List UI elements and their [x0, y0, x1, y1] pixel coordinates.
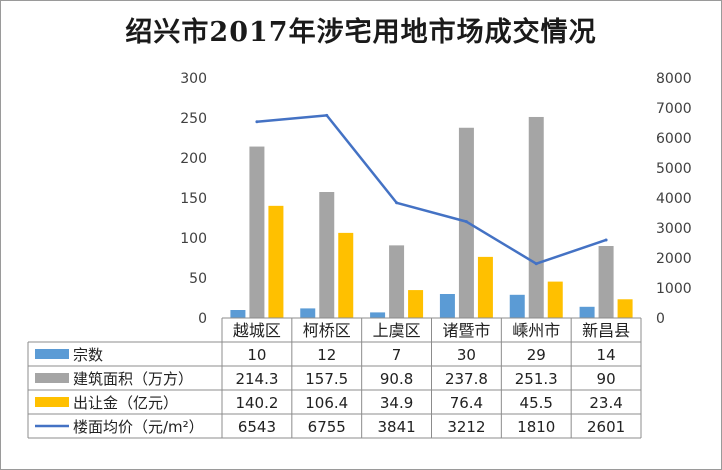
category-label: 上虞区 [373, 321, 421, 340]
line-point [395, 201, 399, 205]
y-right-tick-label: 3000 [656, 221, 692, 237]
bar-1-1 [230, 310, 246, 318]
bar-1-6 [579, 306, 595, 318]
bar-3-1 [268, 205, 284, 318]
data-label: 7 [392, 346, 402, 364]
data-label: 12 [317, 346, 336, 364]
bar-2-6 [598, 246, 614, 318]
bar-2-1 [249, 146, 265, 318]
line-point [604, 238, 608, 242]
data-label: 214.3 [235, 370, 278, 388]
y-right-tick-label: 2000 [656, 251, 692, 267]
y-right-tick-label: 7000 [656, 101, 692, 117]
bar-3-5 [547, 281, 563, 318]
line-point [255, 120, 259, 124]
y-right-tick-label: 4000 [656, 191, 692, 207]
bar-1-2 [300, 308, 316, 318]
bar-3-6 [617, 299, 633, 318]
data-label: 90.8 [380, 370, 413, 388]
data-label: 6755 [308, 418, 346, 436]
data-label: 76.4 [450, 394, 483, 412]
data-label: 3841 [377, 418, 415, 436]
data-label: 2601 [587, 418, 625, 436]
series-name: 楼面均价（元/m²） [73, 418, 204, 436]
bar-1-5 [509, 294, 525, 318]
series-name: 建筑面积（万方） [73, 370, 193, 388]
data-label: 34.9 [380, 394, 413, 412]
line-point [325, 113, 329, 117]
category-label: 诸暨市 [442, 321, 490, 340]
legend-swatch [35, 397, 69, 407]
y-left-tick-label: 100 [180, 231, 207, 247]
data-label: 1810 [517, 418, 555, 436]
series-name: 出让金（亿元） [73, 394, 178, 412]
series-name: 宗数 [73, 346, 103, 364]
data-label: 29 [527, 346, 546, 364]
y-right-tick-label: 6000 [656, 131, 692, 147]
category-label: 越城区 [233, 321, 281, 340]
y-right-tick-label: 8000 [656, 71, 692, 87]
data-label: 90 [597, 370, 616, 388]
y-right-tick-label: 1000 [656, 281, 692, 297]
chart-title: 绍兴市2017年涉宅用地市场成交情况 [125, 17, 597, 48]
line-point [534, 262, 538, 266]
data-label: 106.4 [305, 394, 348, 412]
y-left-tick-label: 150 [180, 191, 207, 207]
data-label: 237.8 [445, 370, 488, 388]
bar-3-2 [338, 232, 354, 318]
category-label: 新昌县 [582, 321, 630, 340]
category-label: 柯桥区 [303, 321, 351, 340]
data-label: 23.4 [589, 394, 622, 412]
data-label: 6543 [238, 418, 276, 436]
data-label: 140.2 [235, 394, 278, 412]
bar-2-3 [389, 245, 405, 318]
bar-1-3 [370, 312, 386, 318]
line-point [464, 220, 468, 224]
y-right-tick-label: 0 [656, 311, 665, 327]
bar-1-4 [439, 294, 455, 318]
data-label: 157.5 [305, 370, 348, 388]
data-label: 14 [597, 346, 616, 364]
bar-3-3 [408, 290, 424, 318]
y-left-tick-label: 300 [180, 71, 207, 87]
data-label: 3212 [447, 418, 485, 436]
bar-3-4 [477, 256, 493, 318]
bar-2-5 [528, 116, 544, 319]
data-label: 45.5 [520, 394, 553, 412]
y-left-tick-label: 250 [180, 111, 207, 127]
category-label: 嵊州市 [512, 321, 560, 340]
y-left-tick-label: 0 [198, 311, 207, 327]
data-label: 10 [247, 346, 266, 364]
legend-swatch [35, 349, 69, 359]
y-left-tick-label: 50 [189, 271, 207, 287]
data-label: 30 [457, 346, 476, 364]
data-label: 251.3 [515, 370, 558, 388]
y-right-tick-label: 5000 [656, 161, 692, 177]
legend-swatch [35, 373, 69, 383]
y-left-tick-label: 200 [180, 151, 207, 167]
bar-2-2 [319, 192, 335, 318]
line-series [256, 114, 607, 265]
